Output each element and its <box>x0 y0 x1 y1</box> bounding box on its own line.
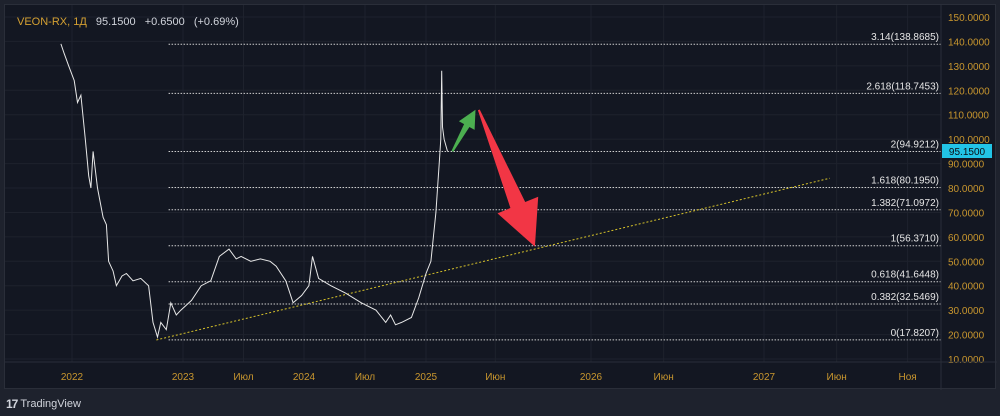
y-tick-label: 20.0000 <box>948 331 985 342</box>
y-tick-label: 10.0000 <box>948 355 985 366</box>
y-tick-label: 60.0000 <box>948 233 985 244</box>
symbol-legend: VEON-RX, 1Д 95.1500 +0.6500 (+0.69%) <box>17 16 245 28</box>
x-tick-label: 2023 <box>172 372 195 383</box>
x-tick-label: 2022 <box>61 372 84 383</box>
x-tick-label: Июн <box>654 372 674 383</box>
y-tick-label: 130.0000 <box>948 62 990 73</box>
y-tick-label: 120.0000 <box>948 86 990 97</box>
fib-level-label: 2.618(118.7453) <box>866 81 939 92</box>
x-tick-label: 2025 <box>415 372 438 383</box>
x-tick-label: 2027 <box>753 372 776 383</box>
red-down-arrow <box>477 109 539 247</box>
tradingview-logo[interactable]: 17 TradingView <box>6 397 81 411</box>
y-tick-label: 70.0000 <box>948 208 985 219</box>
x-tick-label: Ноя <box>898 372 916 383</box>
y-tick-label: 90.0000 <box>948 160 985 171</box>
last-price: 95.1500 <box>95 16 136 28</box>
y-tick-label: 30.0000 <box>948 306 985 317</box>
trend-line <box>156 177 830 341</box>
price-change: +0.6500 <box>144 16 185 28</box>
symbol-label[interactable]: VEON-RX, 1Д <box>17 16 87 28</box>
fib-level-label: 3.14(138.8685) <box>871 32 939 43</box>
x-tick-label: Июн <box>827 372 847 383</box>
price-chart[interactable]: 150.0000 140.0000 130.0000 120.0000 110.0000… <box>5 5 997 390</box>
x-tick-label: Июн <box>485 372 505 383</box>
x-tick-label: Июл <box>355 372 375 383</box>
price-line <box>60 43 448 339</box>
current-price-badge <box>942 143 992 158</box>
x-tick-label: Июл <box>233 372 253 383</box>
fib-level-label: 0(17.8207) <box>891 328 939 339</box>
green-up-arrow <box>451 109 476 152</box>
fib-level-label: 1(56.3710) <box>891 234 939 245</box>
y-tick-label: 100.0000 <box>948 135 990 146</box>
current-price-label: 95.1500 <box>949 147 986 158</box>
fib-level-label: 0.382(32.5469) <box>871 292 939 303</box>
x-tick-label: 2026 <box>580 372 603 383</box>
y-tick-label: 40.0000 <box>948 282 985 293</box>
fib-level-label: 1.382(71.0972) <box>871 198 939 209</box>
y-tick-label: 50.0000 <box>948 257 985 268</box>
tradingview-logo-icon: 17 <box>6 397 18 411</box>
brand-label: TradingView <box>20 398 81 410</box>
fib-level-label: 2(94.9212) <box>891 140 939 151</box>
y-tick-label: 150.0000 <box>948 13 990 24</box>
y-tick-label: 110.0000 <box>948 111 989 122</box>
y-tick-label: 140.0000 <box>948 37 990 48</box>
price-change-pct: (+0.69%) <box>193 16 239 28</box>
y-tick-label: 80.0000 <box>948 184 985 195</box>
fib-level-label: 0.618(41.6448) <box>871 270 939 281</box>
chart-frame[interactable]: 150.0000 140.0000 130.0000 120.0000 110.0000… <box>4 4 997 390</box>
x-tick-label: 2024 <box>293 372 316 383</box>
fib-level-label: 1.618(80.1950) <box>871 176 939 187</box>
